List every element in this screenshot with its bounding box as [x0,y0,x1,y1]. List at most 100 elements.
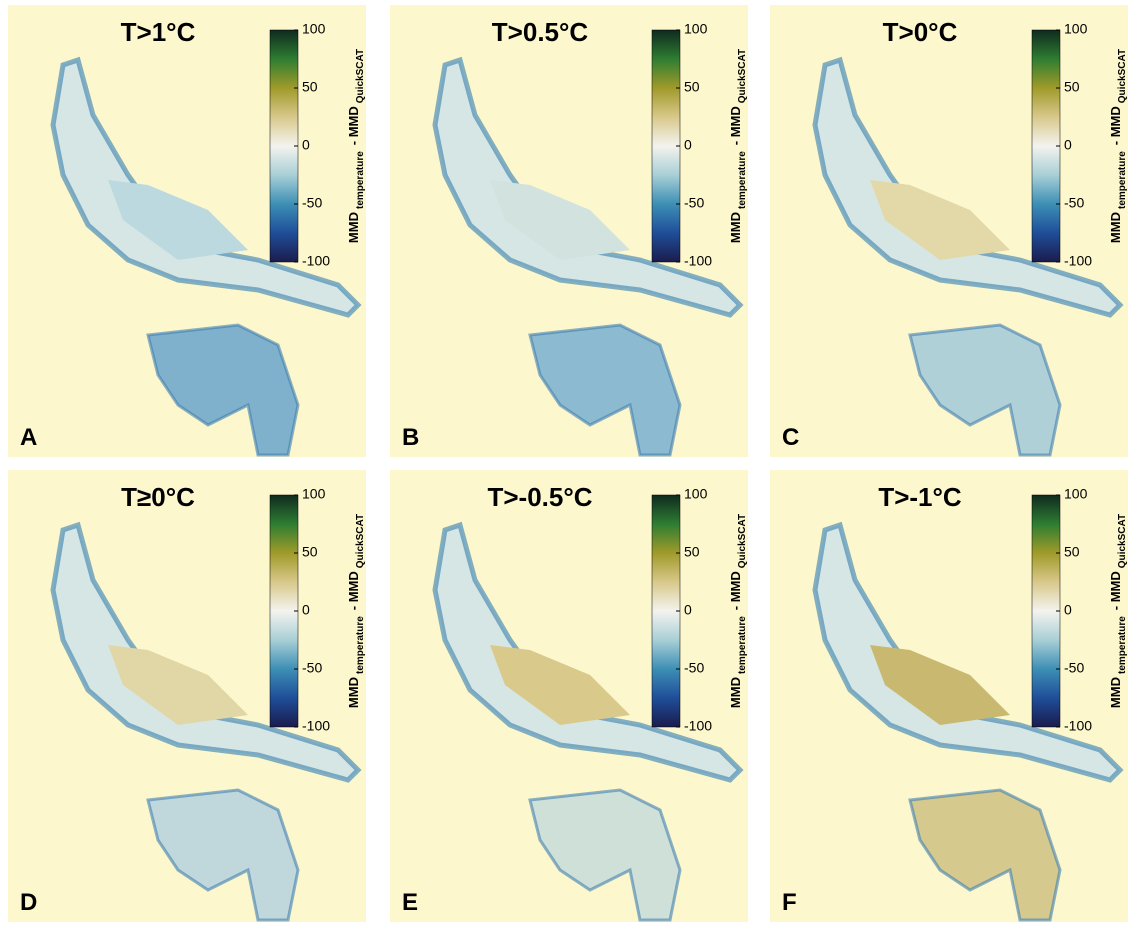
island [528,323,682,457]
ice-shelf [108,645,248,725]
island [146,323,300,457]
colorbar-tick-label: 100 [1064,486,1088,502]
colorbar-label: MMD temperature - MMD QuickSCAT [1108,514,1128,708]
label-main: - MMD [1108,106,1123,145]
colorbar-label: MMD temperature - MMD QuickSCAT [346,49,366,243]
colorbar-tick-label: 50 [302,544,318,560]
colorbar-label: MMD temperature - MMD QuickSCAT [1108,49,1128,243]
colorbar-tick-label: -100 [302,253,330,269]
map-panel: T>0°C C -100 -50 0 50 100 MMD temperature - MMD Qu… [770,5,1128,457]
colorbar-tick-label: -100 [1064,253,1092,269]
colorbar-tick-label: 50 [684,544,700,560]
colorbar-tick-label: 100 [1064,21,1088,37]
map-panel: T>-0.5°C E -100 -50 0 50 100 MMD temperature - MM… [390,470,748,922]
peninsula [812,521,1124,783]
panel-letter: D [20,889,37,916]
peninsula [432,56,744,318]
label-main: MMD [728,212,743,243]
label-main: MMD [1108,677,1123,708]
colorbar-tick-label: -100 [302,718,330,734]
map-panel: T>0.5°C B -100 -50 0 50 100 MMD temperature - MMD… [390,5,748,457]
colorbar-tick-label: 100 [684,21,708,37]
colorbar-tick-label: 0 [1064,602,1072,618]
panel-letter: B [402,424,419,451]
label-main: - MMD [1108,571,1123,610]
ice-shelf [490,645,630,725]
panel-letter: F [782,889,797,916]
label-sub: QuickSCAT [1117,514,1128,568]
colorbar-tick-label: 0 [684,602,692,618]
label-sub: temperature [737,616,748,674]
island [146,788,300,922]
colorbar-tick-label: 0 [684,137,692,153]
colorbar-label: MMD temperature - MMD QuickSCAT [346,514,366,708]
label-sub: temperature [1117,616,1128,674]
colorbar-label: MMD temperature - MMD QuickSCAT [728,49,748,243]
label-sub: QuickSCAT [737,49,748,103]
colorbar-tick-label: -50 [302,660,322,676]
label-sub: temperature [1117,151,1128,209]
colorbar [1031,29,1061,263]
panel-title: T>0°C [883,17,958,47]
colorbar-tick-label: -50 [1064,195,1084,211]
label-main: - MMD [346,571,361,610]
map-panel: T>-1°C F -100 -50 0 50 100 MMD temperature - MMD Q… [770,470,1128,922]
colorbar-tick-label: -100 [1064,718,1092,734]
colorbar-tick-label: 50 [302,79,318,95]
label-sub: temperature [737,151,748,209]
colorbar-tick-label: -100 [684,253,712,269]
label-sub: QuickSCAT [1117,49,1128,103]
label-sub: QuickSCAT [355,49,366,103]
label-sub: QuickSCAT [355,514,366,568]
colorbar-tick-label: 50 [1064,544,1080,560]
island [908,323,1062,457]
island [528,788,682,922]
colorbar-tick-label: -50 [684,195,704,211]
colorbar-tick-label: 0 [302,137,310,153]
label-main: MMD [1108,212,1123,243]
colorbar-tick-label: -50 [302,195,322,211]
colorbar-tick-label: 0 [302,602,310,618]
peninsula [812,56,1124,318]
label-main: MMD [346,212,361,243]
label-main: MMD [346,677,361,708]
label-sub: temperature [355,151,366,209]
peninsula [432,521,744,783]
colorbar-tick-label: -50 [684,660,704,676]
label-main: - MMD [728,571,743,610]
panel-title: T≥0°C [121,482,195,512]
colorbar-tick-label: -50 [1064,660,1084,676]
label-sub: QuickSCAT [737,514,748,568]
colorbar-tick-label: 50 [1064,79,1080,95]
colorbar [651,494,681,728]
colorbar-tick-label: 100 [302,486,326,502]
colorbar-tick-label: 100 [684,486,708,502]
colorbar-tick-label: -100 [684,718,712,734]
panel-title: T>0.5°C [492,17,589,47]
panel-letter: E [402,889,418,916]
label-main: MMD [728,677,743,708]
colorbar-tick-label: 100 [302,21,326,37]
peninsula [50,521,362,783]
colorbar-tick-label: 50 [684,79,700,95]
panel-title: T>-1°C [878,482,962,512]
map-panel: T≥0°C D -100 -50 0 50 100 MMD temperature - MMD Qu… [8,470,366,922]
panel-letter: A [20,424,37,451]
island [908,788,1062,922]
ice-shelf [490,180,630,260]
colorbar-label: MMD temperature - MMD QuickSCAT [728,514,748,708]
label-main: - MMD [728,106,743,145]
panel-title: T>-0.5°C [487,482,592,512]
colorbar-tick-label: 0 [1064,137,1072,153]
colorbar [269,29,299,263]
peninsula [50,56,362,318]
ice-shelf [108,180,248,260]
map-panel: T>1°C A -100 -50 0 50 100 MMD temperature - MMD Qu… [8,5,366,457]
colorbar [651,29,681,263]
colorbar [1031,494,1061,728]
ice-shelf [870,180,1010,260]
colorbar [269,494,299,728]
panel-letter: C [782,424,799,451]
label-sub: temperature [355,616,366,674]
